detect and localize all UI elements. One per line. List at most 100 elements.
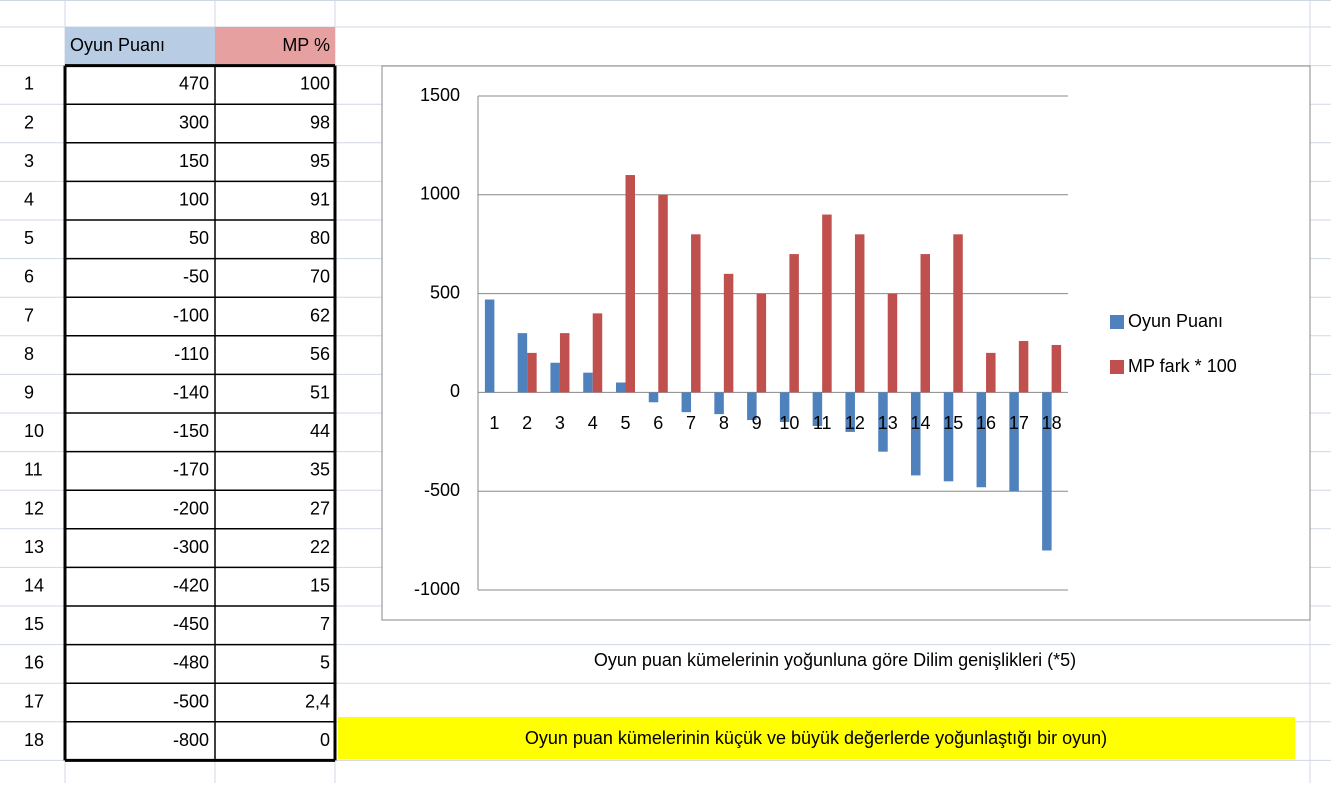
cell: -100 [173, 305, 209, 325]
row-label: 7 [24, 305, 34, 325]
row-label: 4 [24, 189, 34, 209]
x-tick-label: 1 [489, 413, 499, 433]
row-label: 10 [24, 421, 44, 441]
cell: -50 [183, 267, 209, 287]
bar [714, 392, 724, 415]
highlight [338, 717, 1295, 759]
cell: 95 [310, 151, 330, 171]
row-label: 5 [24, 228, 34, 248]
bar [1018, 341, 1029, 393]
cell: 300 [179, 112, 209, 132]
bar [723, 273, 734, 393]
chart-area [381, 65, 1311, 621]
y-tick-label: 1000 [420, 184, 460, 204]
x-tick-label: 6 [653, 413, 663, 433]
cell: 5 [320, 653, 330, 673]
bar [756, 293, 767, 393]
bar [527, 352, 537, 393]
header-text: Oyun Puanı [70, 35, 165, 55]
row-label: 8 [24, 344, 34, 364]
bar [517, 333, 528, 393]
cell: 51 [310, 382, 330, 402]
cell: -450 [173, 614, 209, 634]
bar [953, 234, 963, 393]
cell: 50 [189, 228, 209, 248]
row-label: 16 [24, 653, 44, 673]
bar [845, 392, 855, 432]
bar [648, 392, 659, 403]
bar [986, 352, 996, 393]
cell: -110 [174, 344, 209, 364]
x-tick-label: 8 [719, 413, 729, 433]
row-label: 18 [24, 730, 44, 750]
cell: -480 [173, 653, 209, 673]
bar [920, 254, 930, 393]
cell: 98 [310, 112, 330, 132]
bar [616, 382, 626, 393]
bar [559, 333, 570, 393]
bar [1009, 392, 1019, 492]
legend-swatch [1110, 360, 1124, 374]
bar [484, 299, 495, 393]
bar [1042, 392, 1052, 551]
row-label: 15 [24, 614, 44, 634]
cell: -800 [173, 730, 209, 750]
bar [583, 372, 593, 393]
legend-label: Oyun Puanı [1128, 311, 1223, 331]
x-tick-label: 16 [976, 413, 996, 433]
bar [854, 234, 865, 393]
row-label: 9 [24, 382, 34, 402]
cell: 22 [310, 537, 330, 557]
x-tick-label: 15 [943, 413, 963, 433]
bar [976, 392, 987, 488]
cell: 15 [310, 575, 330, 595]
bar [747, 392, 757, 421]
row-label: 13 [24, 537, 44, 557]
bar [779, 392, 790, 423]
x-tick-label: 14 [910, 413, 930, 433]
cell: 150 [179, 151, 209, 171]
bar [878, 392, 888, 452]
header-cell [215, 27, 335, 66]
bar [789, 254, 799, 393]
cell: 35 [310, 460, 330, 480]
cell: 80 [310, 228, 330, 248]
bar [691, 234, 701, 393]
y-tick-label: -1000 [414, 579, 460, 599]
row-label: 14 [24, 575, 44, 595]
cell: 0 [320, 730, 330, 750]
legend-label: MP fark * 100 [1128, 356, 1237, 376]
header-text: MP % [282, 35, 330, 55]
cell: 27 [310, 498, 330, 518]
bar [911, 392, 921, 476]
cell: -170 [173, 460, 209, 480]
cell: 91 [310, 189, 330, 209]
bar [550, 362, 560, 393]
cell: 70 [310, 267, 330, 287]
note: Oyun puan kümelerinin küçük ve büyük değ… [525, 728, 1107, 748]
row-label: 3 [24, 151, 34, 171]
row-label: 1 [24, 74, 34, 94]
y-tick-label: 1500 [420, 85, 460, 105]
cell: 56 [310, 344, 330, 364]
cell: 2,4 [305, 691, 330, 711]
cell: 62 [310, 305, 330, 325]
bar [887, 293, 898, 393]
x-tick-label: 2 [522, 413, 532, 433]
x-tick-label: 10 [779, 413, 799, 433]
cell: -150 [173, 421, 209, 441]
caption: Oyun puan kümelerinin yoğunluna göre Dil… [594, 650, 1076, 670]
bar [625, 175, 635, 393]
row-label: 12 [24, 498, 44, 518]
bar [943, 392, 954, 482]
x-tick-label: 7 [686, 413, 696, 433]
legend-swatch [1110, 315, 1124, 329]
bar [1051, 344, 1062, 393]
x-tick-label: 12 [845, 413, 865, 433]
y-tick-label: -500 [424, 480, 460, 500]
cell: 100 [179, 189, 209, 209]
x-tick-label: 17 [1009, 413, 1029, 433]
x-tick-label: 3 [555, 413, 565, 433]
x-tick-label: 13 [878, 413, 898, 433]
cell: -420 [173, 575, 209, 595]
